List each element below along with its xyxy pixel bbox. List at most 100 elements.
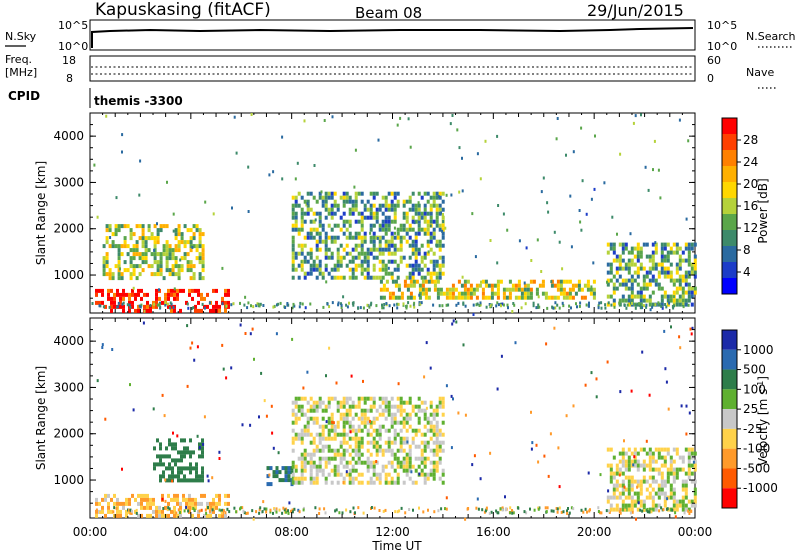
velocity-cell-region-0 xyxy=(95,497,98,502)
velocity-noise-cell xyxy=(445,496,448,500)
velocity-cell-region-0 xyxy=(149,505,152,510)
power-cell-region-2 xyxy=(342,191,346,196)
velocity-cell-region-3 xyxy=(354,428,358,433)
nsearch-tick-bottom: 10^0 xyxy=(707,40,737,53)
power-cell-region-3 xyxy=(451,295,455,300)
velocity-cell-region-4 xyxy=(612,483,616,488)
power-ground-cell xyxy=(445,303,448,307)
power-cell-region-0 xyxy=(128,308,131,313)
velocity-cell-region-0 xyxy=(218,501,221,506)
power-cell-region-3 xyxy=(541,283,545,288)
velocity-cell-region-4 xyxy=(633,479,637,484)
power-cell-region-4 xyxy=(678,286,682,291)
power-cell-region-0 xyxy=(113,304,116,309)
velocity-noise-cell xyxy=(198,446,201,449)
velocity-cell-region-3 xyxy=(360,440,364,445)
power-cell-region-0 xyxy=(170,308,173,313)
power-cell-region-2 xyxy=(417,267,421,272)
velocity-cell-region-3 xyxy=(321,456,325,461)
power-cell-region-3 xyxy=(541,279,545,284)
velocity-cell-region-0 xyxy=(218,513,221,518)
velocity-noise-cell xyxy=(558,485,561,489)
power-cell-region-2 xyxy=(435,223,439,228)
power-cell-region-1 xyxy=(165,268,169,273)
power-noise-cell xyxy=(325,241,328,245)
velocity-cell-region-3 xyxy=(363,412,367,417)
velocity-cell-region-4 xyxy=(675,499,679,504)
power-cell-region-1 xyxy=(138,256,142,261)
time-tick-label: 20:00 xyxy=(577,525,612,539)
power-cell-region-0 xyxy=(128,292,131,297)
velocity-cell-region-4 xyxy=(615,495,619,500)
velocity-cell-region-4 xyxy=(684,483,688,488)
power-cell-region-2 xyxy=(336,255,340,260)
velocity-cell-region-0 xyxy=(125,501,128,506)
velocity-cell-region-1 xyxy=(159,474,162,479)
velocity-cell-region-3 xyxy=(309,464,313,469)
nave-tick-bottom: 0 xyxy=(707,72,714,85)
power-ground-cell xyxy=(382,306,385,310)
velocity-ground-cell xyxy=(412,508,414,512)
power-cell-region-2 xyxy=(372,275,376,280)
power-cell-region-2 xyxy=(351,203,355,208)
power-cell-region-1 xyxy=(141,244,145,249)
velocity-cell-region-3 xyxy=(339,452,343,457)
power-cell-region-2 xyxy=(321,199,325,204)
velocity-cell-region-3 xyxy=(405,416,409,421)
velocity-cell-region-3 xyxy=(405,456,409,461)
power-cell-region-2 xyxy=(393,243,397,248)
power-cell-region-3 xyxy=(523,287,527,292)
power-cell-region-2 xyxy=(387,247,391,252)
power-cell-region-4 xyxy=(684,242,688,247)
power-cell-region-2 xyxy=(399,255,403,260)
velocity-cell-region-4 xyxy=(606,495,610,500)
power-cell-region-2 xyxy=(294,195,298,200)
velocity-cell-region-3 xyxy=(366,456,370,461)
power-cell-region-1 xyxy=(114,228,118,233)
power-cell-region-2 xyxy=(333,191,337,196)
power-cell-region-1 xyxy=(126,244,130,249)
power-noise-cell xyxy=(537,295,540,299)
power-noise-cell xyxy=(153,248,156,252)
velocity-cell-region-0 xyxy=(194,505,197,510)
power-cell-region-4 xyxy=(633,294,637,299)
velocity-cell-region-0 xyxy=(179,505,182,510)
power-cell-region-1 xyxy=(132,232,136,237)
power-cell-region-2 xyxy=(408,275,412,280)
power-cell-region-4 xyxy=(633,254,637,259)
velocity-cell-region-4 xyxy=(615,487,619,492)
power-cell-region-4 xyxy=(666,270,670,275)
velocity-cell-region-4 xyxy=(678,467,682,472)
velocity-cell-region-3 xyxy=(402,400,406,405)
power-cell-region-4 xyxy=(639,298,643,303)
velocity-cell-region-1 xyxy=(189,450,192,455)
power-cell-region-1 xyxy=(102,244,106,249)
power-cell-region-1 xyxy=(153,224,157,229)
velocity-cell-region-3 xyxy=(318,404,322,409)
power-ground-cell xyxy=(554,306,557,310)
power-cell-region-3 xyxy=(541,291,545,296)
velocity-cell-region-4 xyxy=(642,479,646,484)
velocity-ground-cell xyxy=(175,511,178,515)
power-cell-region-2 xyxy=(411,263,415,268)
power-cell-region-4 xyxy=(687,282,691,287)
power-cell-region-2 xyxy=(432,231,436,236)
power-cell-region-2 xyxy=(315,231,319,236)
power-cell-region-1 xyxy=(198,256,202,261)
power-cell-region-0 xyxy=(170,288,173,293)
velocity-bar-swatch xyxy=(722,409,737,429)
power-cell-region-1 xyxy=(132,256,136,261)
velocity-cell-region-3 xyxy=(336,448,340,453)
power-cell-region-2 xyxy=(441,207,445,212)
power-cell-region-1 xyxy=(177,276,181,281)
power-cell-region-4 xyxy=(642,242,646,247)
velocity-cells xyxy=(95,319,697,521)
velocity-cell-region-3 xyxy=(342,448,346,453)
power-ground-cell xyxy=(232,302,235,306)
power-cell-region-4 xyxy=(624,262,628,267)
power-bar-swatch xyxy=(722,246,737,262)
power-cell-region-0 xyxy=(134,296,137,301)
velocity-cell-region-3 xyxy=(300,408,304,413)
velocity-cell-region-1 xyxy=(201,466,204,471)
velocity-cell-region-3 xyxy=(375,444,379,449)
